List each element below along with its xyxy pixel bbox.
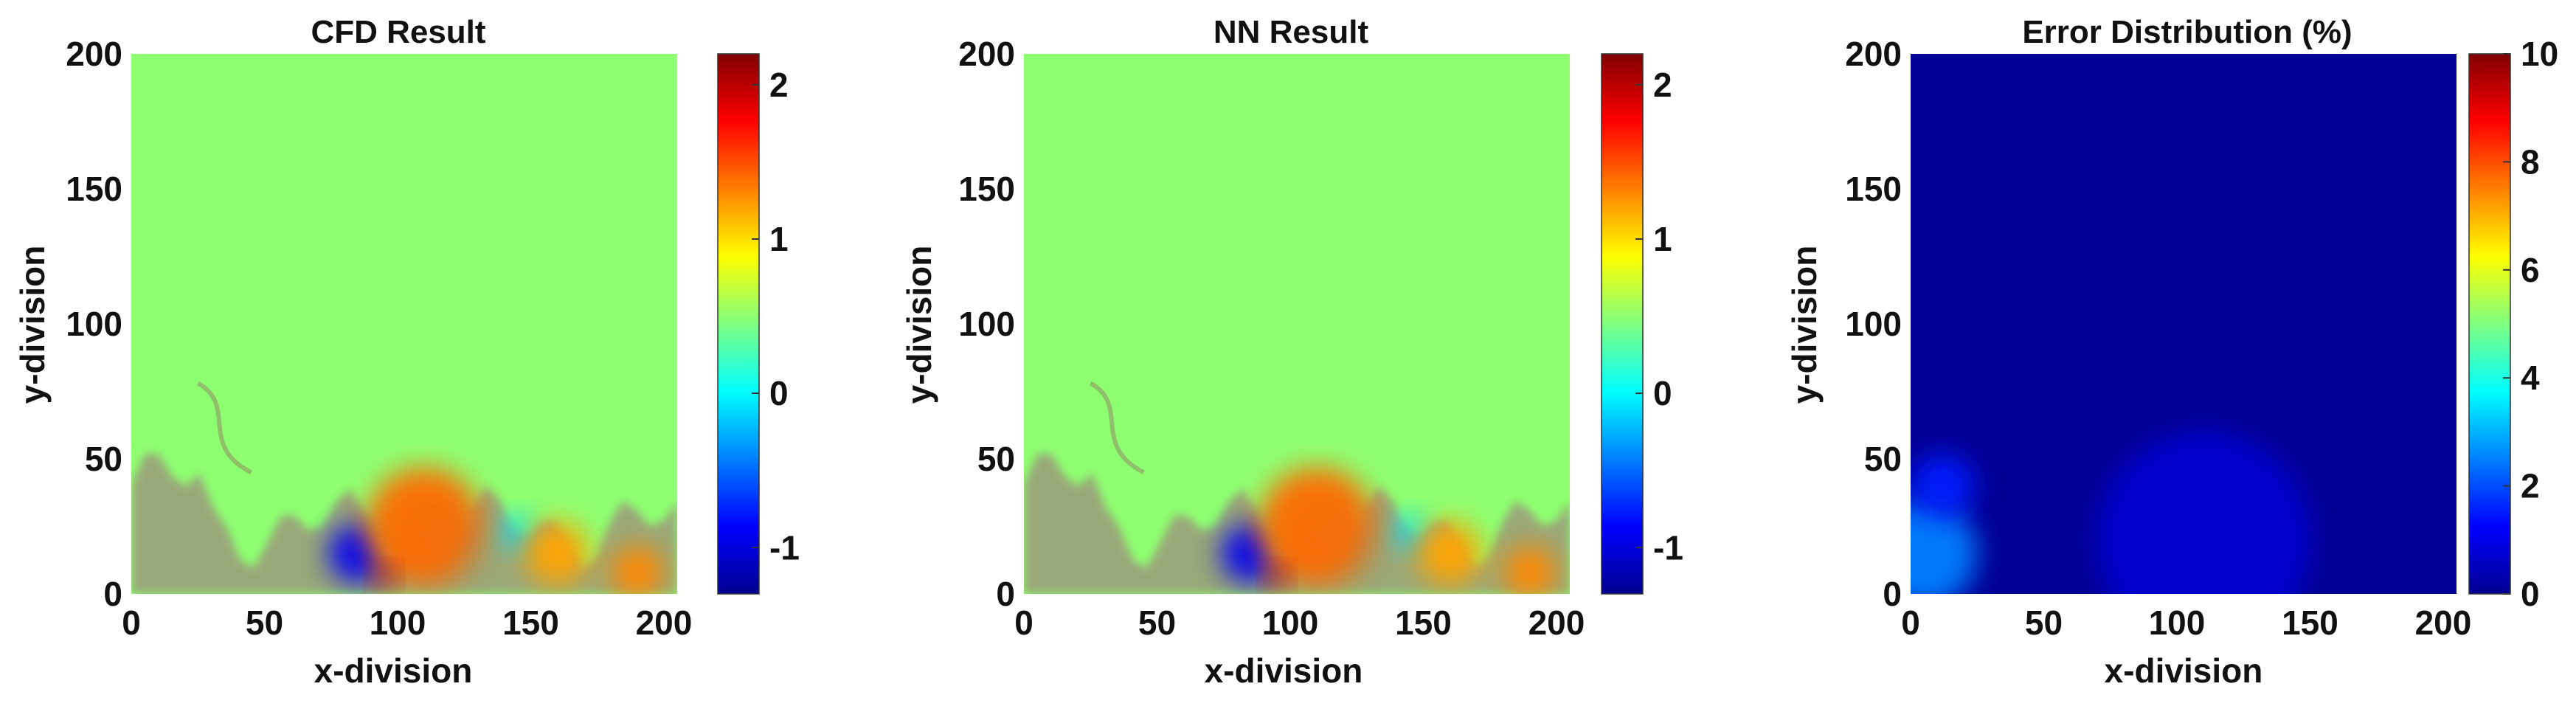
y-tick-label: 100 [958, 305, 1015, 343]
y-tick-label: 100 [66, 305, 122, 343]
x-tick-label: 200 [1528, 603, 1585, 642]
x-tick-label: 100 [370, 603, 426, 642]
field-blob [1258, 466, 1376, 587]
x-tick-label: 150 [1395, 603, 1452, 642]
field-blob [365, 466, 483, 587]
x-tick-label: 100 [2149, 603, 2206, 642]
panel-nn-result: NN Result 0 50 100 150 200 0 50 100 150 200 x-di… [900, 14, 1683, 690]
field-blob [610, 545, 664, 594]
colorbar-tick-label: 2 [2521, 467, 2540, 505]
y-tick-label: 50 [85, 440, 122, 478]
colorbar-tick-label: 8 [2521, 142, 2540, 181]
y-axis-label: y-division [900, 246, 938, 404]
field-blob [1418, 521, 1482, 587]
x-axis-label: x-division [2105, 651, 2263, 690]
colorbar-tick-label: 10 [2521, 35, 2558, 73]
y-axis: 0 50 100 150 200 [958, 35, 1015, 613]
y-tick-label: 50 [977, 440, 1015, 478]
x-tick-label: 50 [2025, 603, 2063, 642]
y-axis: 0 50 100 150 200 [66, 35, 122, 613]
field-blob [373, 567, 395, 589]
field-blob [1503, 545, 1557, 594]
y-tick-label: 0 [1883, 575, 1902, 613]
y-axis-label: y-division [1785, 246, 1824, 404]
colorbar-tick-label: 0 [1653, 374, 1672, 412]
chart-title: Error Distribution (%) [2022, 14, 2352, 50]
colorbar-tick-label: -1 [1653, 528, 1683, 567]
colorbar: 0 2 4 6 8 10 [2468, 35, 2558, 613]
x-axis: 0 50 100 150 200 [1014, 603, 1585, 642]
field-blob [501, 515, 534, 548]
x-tick-label: 100 [1262, 603, 1319, 642]
colorbar: -1 0 1 2 [717, 53, 800, 595]
colorbar-tick-label: -1 [769, 528, 800, 567]
panel-cfd-result: CFD Result 0 50 100 150 200 0 50 100 150 200 x-d… [13, 14, 800, 690]
splash-streak [1089, 381, 1145, 474]
y-tick-label: 150 [958, 170, 1015, 208]
heatmap-area [131, 54, 677, 594]
y-tick-label: 200 [1845, 35, 1902, 73]
y-tick-label: 100 [1845, 305, 1902, 343]
chart-title: CFD Result [311, 14, 485, 50]
colorbar-tick-label: 4 [2521, 359, 2540, 397]
x-tick-label: 150 [2282, 603, 2338, 642]
x-tick-label: 200 [2415, 603, 2472, 642]
y-tick-label: 0 [103, 575, 122, 613]
x-axis-label: x-division [314, 651, 473, 690]
x-axis: 0 50 100 150 200 [1901, 603, 2471, 642]
field-blob [2097, 432, 2310, 594]
x-tick-label: 150 [502, 603, 559, 642]
heatmap-area [1024, 54, 1570, 594]
colorbar-gradient [2468, 53, 2511, 595]
colorbar: -1 0 1 2 [1601, 53, 1683, 595]
x-axis: 0 50 100 150 200 [122, 603, 692, 642]
y-tick-label: 150 [66, 170, 122, 208]
splash-streak [196, 381, 252, 474]
field-blob [525, 521, 589, 587]
colorbar-tick-label: 0 [769, 374, 789, 412]
x-tick-label: 200 [636, 603, 693, 642]
colorbar-tick-label: 0 [2521, 575, 2540, 613]
x-tick-label: 0 [1014, 603, 1033, 642]
heatmap-area [1911, 54, 2456, 594]
y-tick-label: 0 [996, 575, 1015, 613]
y-tick-label: 200 [66, 35, 122, 73]
field-blob [1911, 499, 1978, 594]
field-blob [1266, 567, 1288, 589]
colorbar-gradient [1601, 53, 1644, 595]
y-tick-label: 200 [958, 35, 1015, 73]
y-tick-label: 50 [1864, 440, 1902, 478]
x-tick-label: 50 [246, 603, 283, 642]
colorbar-tick-label: 2 [769, 66, 789, 104]
x-tick-label: 0 [1901, 603, 1920, 642]
field-blob [1393, 515, 1427, 548]
colorbar-tick-label: 1 [1653, 220, 1672, 258]
x-axis-label: x-division [1205, 651, 1363, 690]
panel-error-distribution: Error Distribution (%) 0 50 100 150 200 0501… [1785, 14, 2558, 690]
x-tick-label: 50 [1138, 603, 1176, 642]
colorbar-gradient [717, 53, 760, 595]
y-axis-label: y-division [13, 246, 52, 404]
y-axis: 0 50 100 150 200 [1845, 35, 1902, 613]
colorbar-tick-label: 2 [1653, 66, 1672, 104]
chart-title: NN Result [1213, 14, 1369, 50]
x-tick-label: 0 [122, 603, 141, 642]
colorbar-tick-label: 1 [769, 220, 789, 258]
y-tick-label: 150 [1845, 170, 1902, 208]
field-blob [1911, 453, 1975, 519]
colorbar-tick-label: 6 [2521, 251, 2540, 289]
